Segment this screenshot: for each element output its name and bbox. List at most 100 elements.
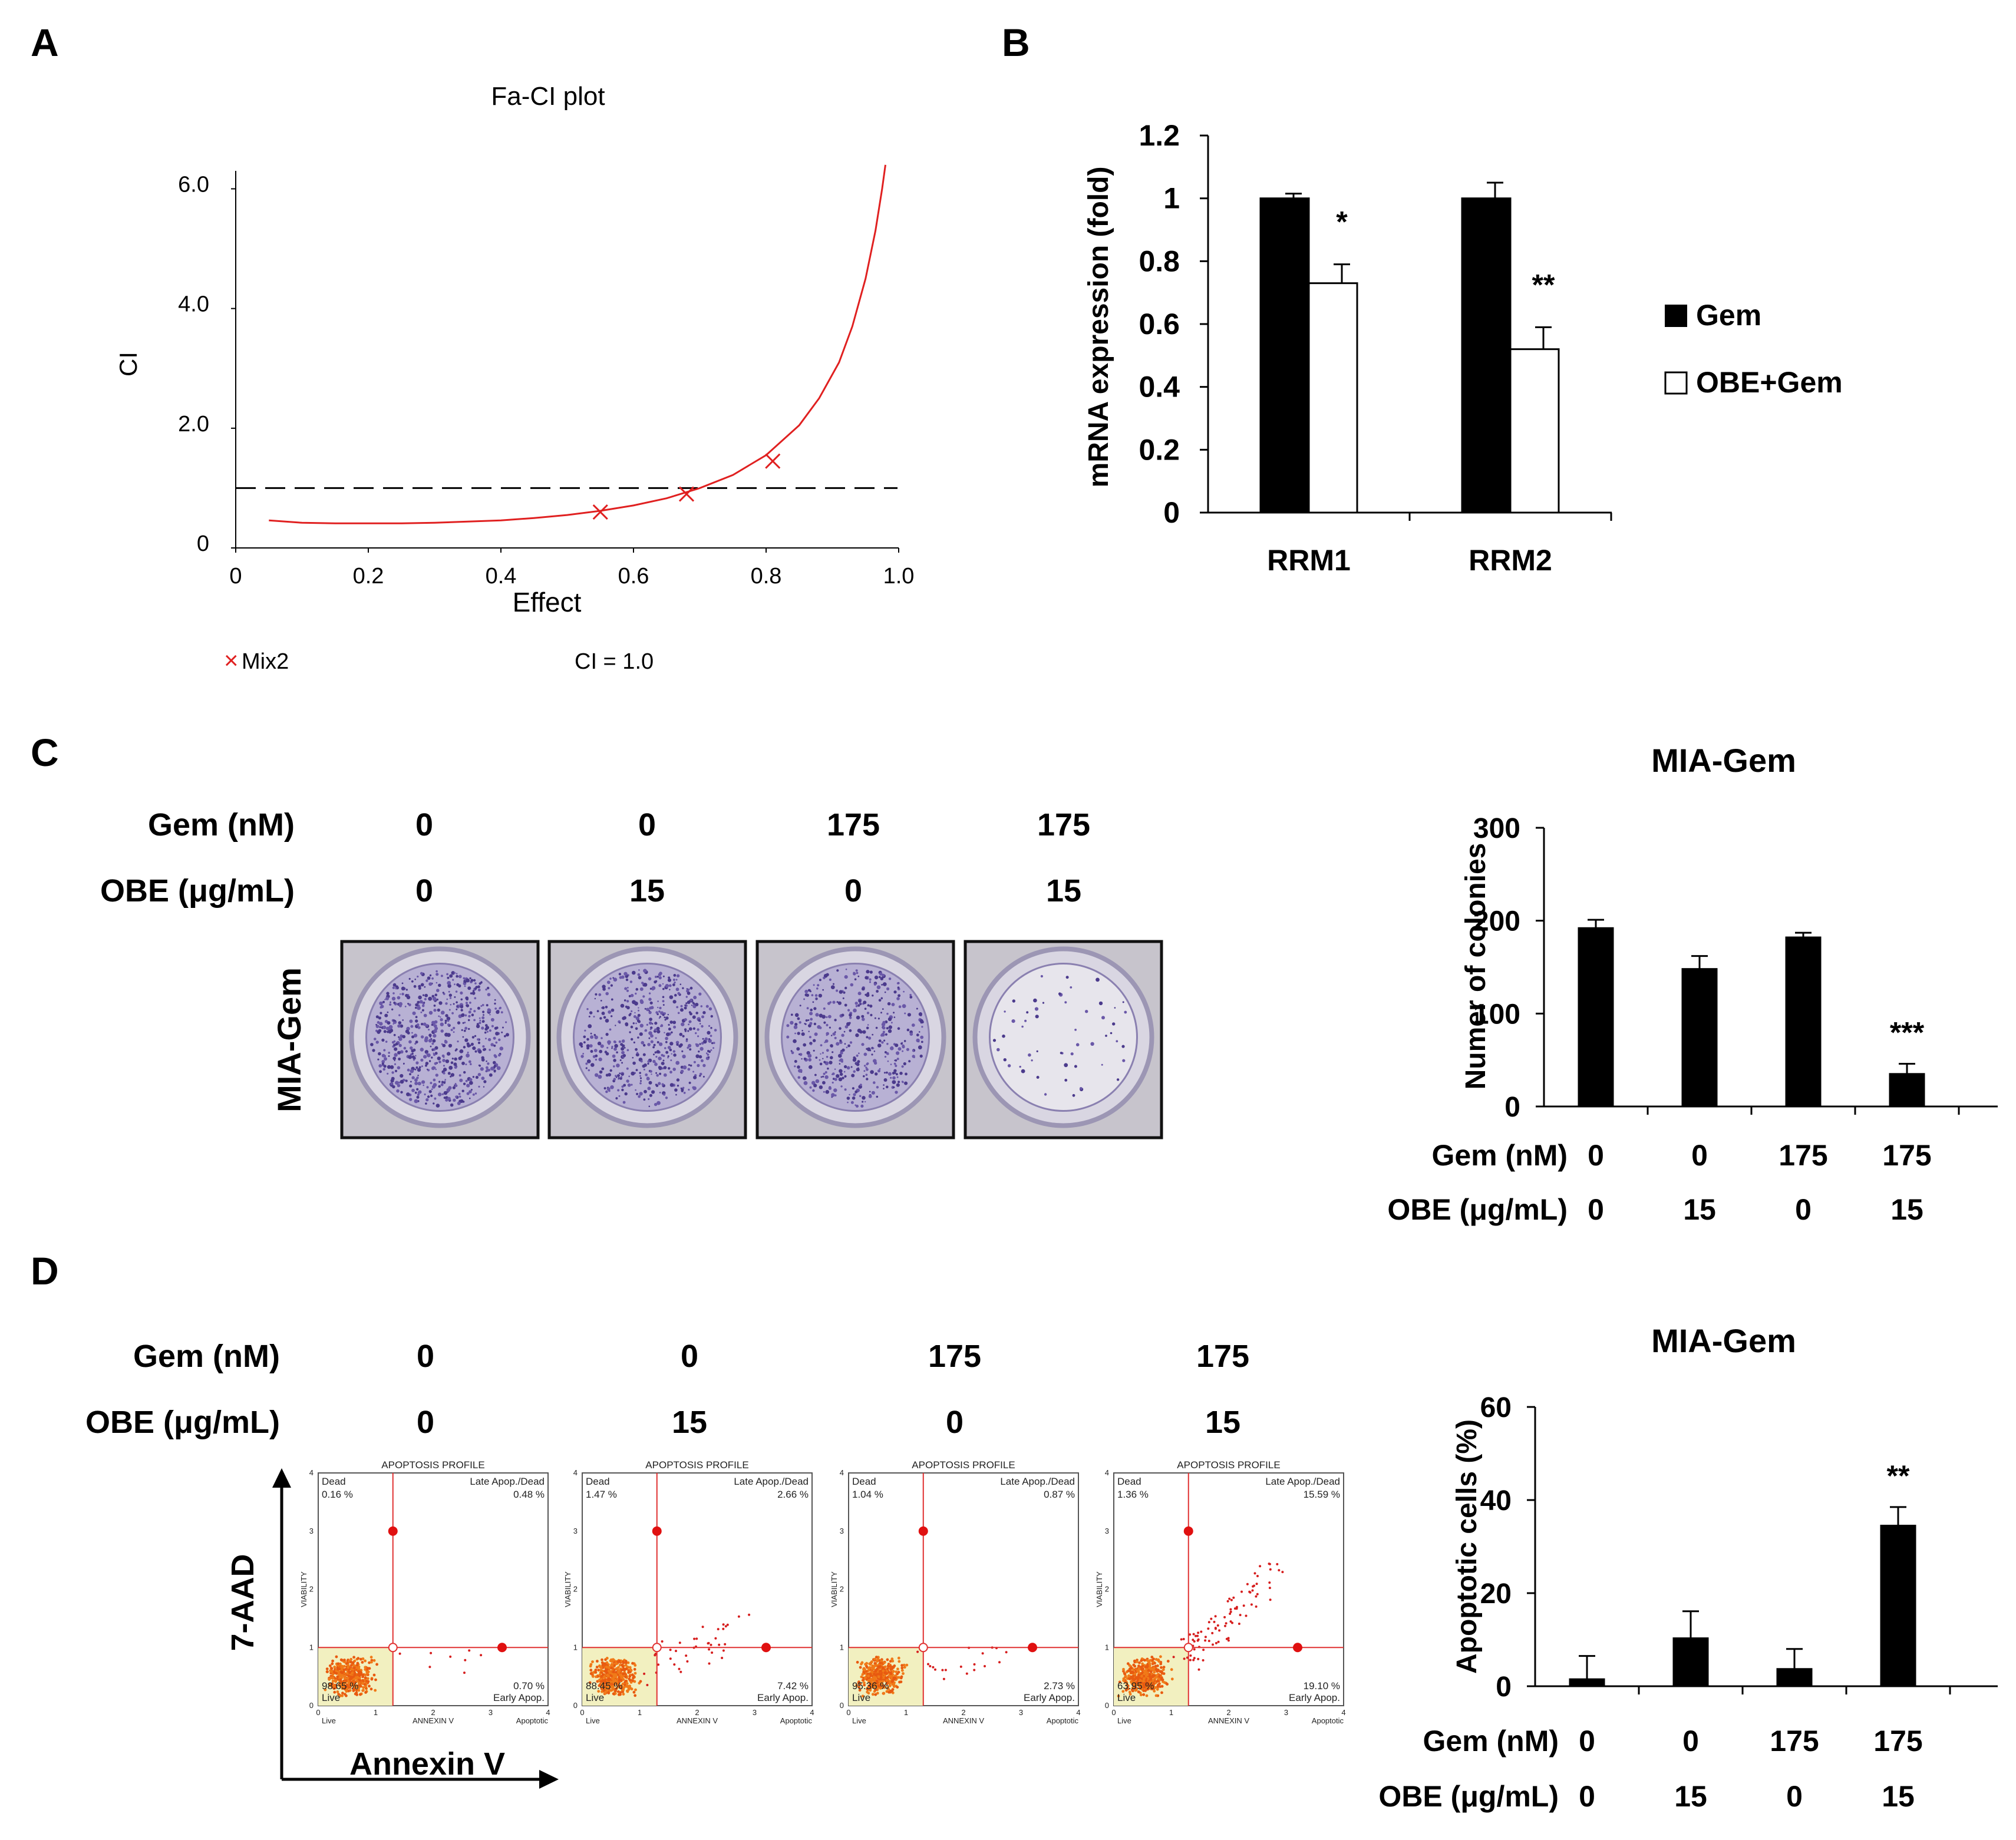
colony-dot [883,1072,886,1074]
flow-event [600,1680,604,1683]
colony-dot [811,1081,816,1085]
colony-dot [417,1000,420,1004]
colony-dot [452,1086,456,1089]
colony-dot [397,1051,401,1055]
flow-event [1138,1661,1141,1664]
panel-c-chart-bar [1578,927,1614,1108]
colony-dot [470,992,473,995]
flow-ytick-label: 3 [573,1527,578,1535]
colony-dot [421,1065,423,1068]
colony-dot [633,1015,636,1018]
flow-event-apoptotic [1195,1634,1197,1637]
colony-dot [843,1071,846,1073]
flow-event [1156,1670,1159,1673]
colony-dot [389,1003,392,1006]
colony-dot [448,993,452,997]
colony-dot [699,1072,702,1076]
colony-dot [688,1064,690,1066]
colony-dot [435,982,438,984]
flow-plot-title: APOPTOSIS PROFILE [1177,1459,1280,1471]
colony-dot [878,1039,880,1042]
panel-a-data-points [592,453,781,520]
flow-event [1121,1690,1125,1693]
colony-dot [888,977,892,980]
colony-dot [832,1032,836,1036]
colony-dot [472,990,475,992]
flow-event [625,1682,628,1685]
colony-dot [454,972,456,974]
colony-dot [431,1066,435,1071]
colony-dot [450,1029,453,1032]
panel-d-x-arrowhead [539,1770,559,1789]
colony-dot [673,974,677,977]
flow-event [1170,1668,1173,1671]
colony-dot [398,1036,400,1038]
flow-event [624,1675,627,1679]
flow-event [364,1691,367,1694]
flow-event-apoptotic [1231,1621,1233,1624]
colony-dot [644,1089,647,1094]
colony-dot [819,1062,823,1066]
panel-c-chart-bars: *** [1578,919,1960,1115]
colony-dot [909,993,912,996]
colony-dot [893,1086,895,1089]
flow-event-apoptotic [1269,1568,1272,1571]
colony-dot [498,1038,501,1042]
flow-event [1140,1683,1143,1687]
colony-dot [656,1074,659,1077]
flow-event [595,1666,599,1669]
flow-event [328,1683,331,1687]
flow-event [329,1676,333,1679]
flow-event [871,1693,875,1696]
colony-dot [839,990,843,994]
colony-dot [882,1020,886,1025]
flow-event [884,1671,887,1674]
colony-dot [880,977,884,980]
flow-event [627,1671,630,1674]
colony-dot [413,1048,416,1052]
colony-dot [654,1051,657,1054]
flow-event [1136,1680,1139,1683]
colony-dot [424,997,427,1000]
flow-event-apoptotic [717,1628,720,1631]
flow-event-apoptotic [984,1665,986,1667]
panel-a-ytick-label: 6.0 [178,172,209,197]
colony-dot [588,1069,590,1072]
colony-dot [436,998,438,1001]
colony-dot [793,1025,798,1029]
colony-dot [684,1028,687,1031]
colony-dot [828,1086,832,1090]
flow-event [898,1660,901,1663]
flow-label-early-name: Early Apop. [1289,1692,1340,1703]
colony-dot [682,1055,686,1059]
colony-dot [648,1098,650,1101]
colony-dot [580,1045,583,1048]
flow-event-apoptotic [737,1615,740,1618]
flow-event [624,1660,628,1663]
colony-dot [884,991,886,993]
colony-dot [678,1044,682,1048]
colony-dot [846,1022,850,1026]
colony-dot [1028,1053,1031,1057]
panel-a-xtick-label: 0.6 [618,564,649,589]
flow-event [885,1679,889,1682]
colony-dot [400,1073,404,1078]
colony-dot [442,1059,446,1062]
colony-dot [453,1062,457,1066]
colony-dot [895,1073,898,1076]
colony-dot [880,997,883,1000]
colony-dot [453,1031,455,1033]
flow-event [601,1663,605,1667]
colony-dot [682,1065,687,1070]
colony-dot [916,1033,919,1037]
colony-dot [378,1029,382,1033]
flow-event-apoptotic [1189,1654,1192,1657]
colony-dot [815,1079,820,1083]
colony-dot [1064,1063,1068,1068]
colony-dot [470,1063,472,1065]
flow-event [625,1667,628,1671]
flow-event-apoptotic [1214,1627,1217,1630]
colony-dot [378,1064,382,1068]
colony-dot [684,1018,687,1021]
flow-event-apoptotic [675,1650,677,1653]
